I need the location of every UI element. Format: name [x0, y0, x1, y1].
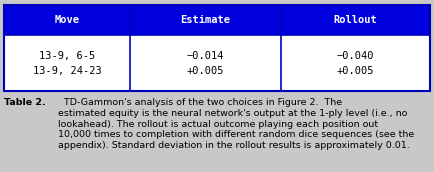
Text: Move: Move	[55, 15, 79, 25]
Text: 13-9, 6-5
13-9, 24-23: 13-9, 6-5 13-9, 24-23	[33, 51, 102, 76]
Bar	[281, 35, 430, 91]
Text: TD-Gammon's analysis of the two choices in Figure 2.  The
estimated equity is th: TD-Gammon's analysis of the two choices …	[57, 98, 414, 150]
Bar	[130, 5, 281, 35]
Text: Rollout: Rollout	[333, 15, 377, 25]
Text: Estimate: Estimate	[180, 15, 230, 25]
Text: −0.040
+0.005: −0.040 +0.005	[336, 51, 374, 76]
Bar	[4, 35, 130, 91]
Bar	[4, 5, 130, 35]
Text: Table 2.: Table 2.	[4, 98, 46, 107]
Bar	[281, 5, 430, 35]
Text: −0.014
+0.005: −0.014 +0.005	[187, 51, 224, 76]
Bar	[130, 35, 281, 91]
